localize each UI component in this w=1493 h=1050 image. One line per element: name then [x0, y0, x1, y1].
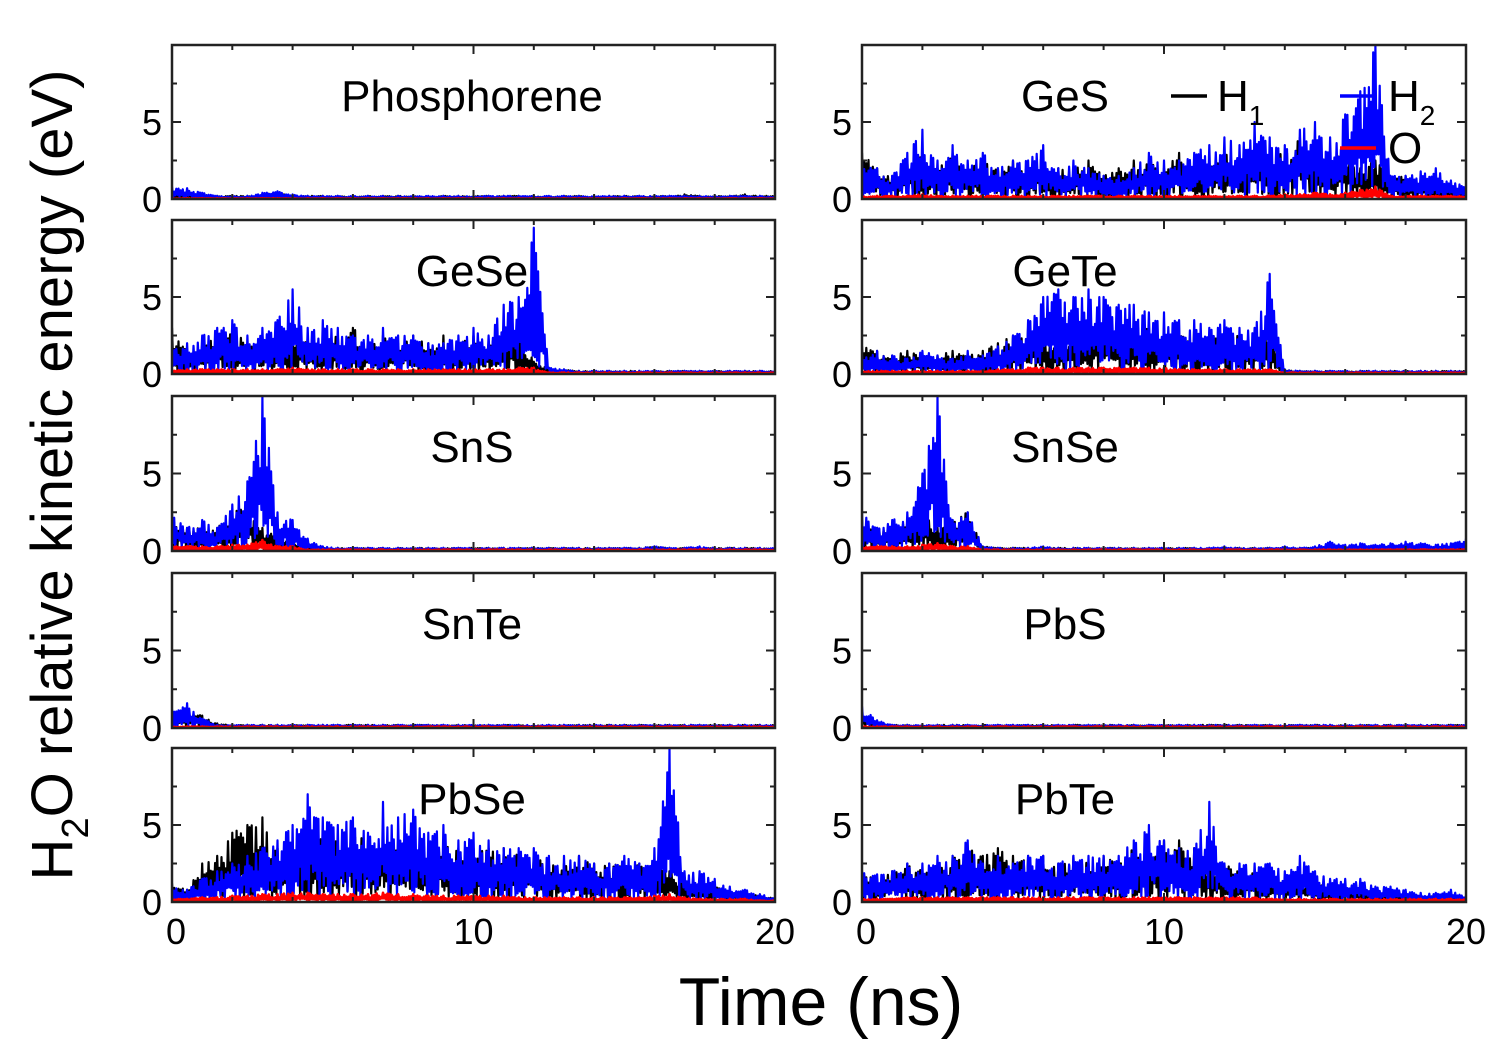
panel-snte: 0 5 SnTe — [142, 571, 777, 749]
svg-text:H2O relative kinetic energy (e: H2O relative kinetic energy (eV) — [20, 70, 97, 881]
panel-frame — [170, 571, 777, 730]
x-tick-label: 0 — [856, 911, 876, 952]
y-tick-label: 0 — [142, 179, 162, 220]
y-axis-label-post: O relative kinetic energy (eV) — [20, 70, 85, 818]
y-tick-label: 0 — [142, 354, 162, 395]
panel-sns: 0 5 SnS — [142, 394, 777, 572]
panel-snse: 0 5 SnSe — [832, 394, 1468, 572]
series-h2-line — [862, 800, 1466, 902]
y-tick-label: 5 — [142, 631, 162, 672]
panel-title: GeTe — [1012, 247, 1117, 296]
y-tick-label: 5 — [142, 805, 162, 846]
panel-title: PbSe — [418, 775, 526, 824]
y-axis-label-pre: H — [20, 839, 85, 881]
legend-label: H1 — [1217, 72, 1264, 131]
y-tick-label: 5 — [142, 102, 162, 143]
panel-pbse: 0 5 0 10 20 PbSe — [142, 746, 795, 952]
panel-frame — [170, 43, 777, 201]
legend-label: O — [1388, 124, 1422, 173]
y-tick-label: 5 — [832, 631, 852, 672]
legend-entry-h2: H2 — [1340, 72, 1435, 131]
legend: H1 H2O — [1171, 72, 1435, 173]
y-tick-label: 0 — [832, 179, 852, 220]
panel-traces — [862, 800, 1466, 902]
y-axis-label: H2O relative kinetic energy (eV) — [20, 70, 97, 881]
y-tick-label: 0 — [142, 882, 162, 923]
panel-frame — [860, 571, 1468, 730]
x-tick-label: 10 — [1144, 911, 1184, 952]
panel-pbs: 0 5 PbS — [832, 571, 1468, 749]
y-tick-label: 5 — [832, 454, 852, 495]
x-axis-label: Time (ns) — [679, 964, 964, 1040]
y-tick-label: 0 — [832, 531, 852, 572]
panel-pbte: 0 5 0 10 20 PbTe — [832, 746, 1486, 952]
legend-entry-h1: H1 — [1171, 72, 1264, 131]
y-tick-label: 0 — [142, 531, 162, 572]
panel-title: SnS — [430, 423, 513, 472]
x-tick-label: 20 — [755, 911, 795, 952]
y-tick-label: 5 — [832, 805, 852, 846]
panel-traces — [172, 396, 775, 551]
y-tick-label: 5 — [142, 277, 162, 318]
y-tick-label: 0 — [832, 708, 852, 749]
panel-traces — [172, 748, 775, 902]
x-tick-label: 0 — [166, 911, 186, 952]
x-tick-label: 10 — [453, 911, 493, 952]
y-axis-label-sub: 2 — [55, 817, 97, 838]
panel-traces — [862, 272, 1466, 374]
panel-gete: 0 5 GeTe — [832, 218, 1468, 395]
y-tick-label: 0 — [832, 354, 852, 395]
panel-ges: 0 5 GeS — [832, 43, 1468, 220]
y-tick-label: 5 — [832, 277, 852, 318]
panel-title: SnTe — [422, 600, 522, 649]
panel-traces — [862, 45, 1466, 199]
panels-layer: 0 5 Phosphorene 0 5 GeS 0 5 GeSe 0 5 GeTe 0 5 SnS 0 5 SnS… — [142, 43, 1486, 952]
panel-title: GeSe — [416, 247, 529, 296]
panel-gese: 0 5 GeSe — [142, 218, 777, 395]
series-h2-line — [172, 748, 775, 902]
y-tick-label: 5 — [832, 102, 852, 143]
y-tick-label: 0 — [142, 708, 162, 749]
panel-traces — [862, 396, 1466, 551]
panel-title: SnSe — [1011, 423, 1119, 472]
legend-entry-o: O — [1340, 124, 1422, 173]
series-h2-line — [862, 272, 1466, 374]
x-tick-label: 20 — [1446, 911, 1486, 952]
series-h2-line — [862, 396, 1466, 551]
panel-title: PbS — [1023, 600, 1106, 649]
panel-title: Phosphorene — [341, 72, 603, 121]
legend-label: H2 — [1388, 72, 1435, 131]
panel-phosphorene: 0 5 Phosphorene — [142, 43, 777, 220]
panel-title: GeS — [1021, 72, 1109, 121]
y-tick-label: 5 — [142, 454, 162, 495]
panel-title: PbTe — [1015, 775, 1115, 824]
y-tick-label: 0 — [832, 882, 852, 923]
